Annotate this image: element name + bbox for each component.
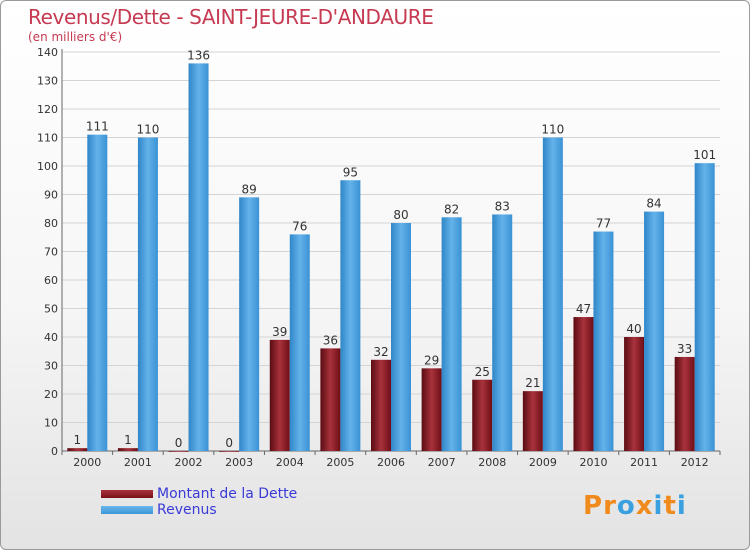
bar-dette [674,356,695,451]
bar-dette [67,448,88,451]
data-label-revenus: 82 [444,202,459,216]
data-label-revenus: 95 [343,165,358,179]
y-tick-label: 130 [37,75,58,88]
data-label-dette: 25 [475,365,490,379]
y-tick-label: 80 [44,217,58,230]
logo-letter: o [616,491,636,521]
data-label-revenus: 136 [187,48,210,62]
bar-revenus [137,137,158,451]
data-label-dette: 0 [225,436,233,450]
logo-letter: r [603,491,617,521]
y-tick-label: 10 [44,417,58,430]
bar-dette [472,379,493,451]
data-label-dette: 47 [576,302,591,316]
bar-revenus [87,134,108,451]
data-label-dette: 32 [373,345,388,359]
data-label-revenus: 89 [242,182,257,196]
legend-label-revenus: Revenus [157,502,217,518]
data-label-dette: 1 [124,433,132,447]
bar-revenus [492,214,513,451]
y-tick-label: 20 [44,388,58,401]
chart-title: Revenus/Dette - SAINT-JEURE-D'ANDAURE [28,5,434,29]
bar-revenus [289,234,310,451]
x-tick-label: 2010 [579,456,607,469]
y-tick-label: 30 [44,360,58,373]
bar-dette [421,368,442,451]
x-tick-label: 2000 [73,456,101,469]
data-label-dette: 21 [525,376,540,390]
data-label-revenus: 110 [541,123,564,137]
x-tick-label: 2007 [428,456,456,469]
legend-swatch-dette [101,490,153,498]
y-tick-label: 0 [51,445,58,458]
logo-letter: x [635,491,654,521]
y-tick-label: 140 [37,46,58,59]
bar-revenus [391,223,411,451]
legend-swatch-revenus [101,506,153,514]
bar-revenus [644,211,665,451]
bar-dette [573,317,594,451]
data-label-revenus: 76 [292,219,307,233]
y-tick-label: 90 [44,189,58,202]
x-tick-label: 2008 [478,456,506,469]
proxiti-logo: Proxiti [583,491,687,521]
bar-dette [371,359,391,451]
data-label-revenus: 83 [495,199,510,213]
x-tick-label: 2004 [276,456,304,469]
x-tick-label: 2009 [529,456,557,469]
bar-dette [269,339,290,451]
bar-revenus [441,217,462,451]
data-label-revenus: 84 [646,197,661,211]
bar-revenus [239,197,260,451]
bar-revenus [694,163,715,451]
bar-revenus [542,137,563,451]
y-tick-label: 100 [37,160,58,173]
bar-revenus [593,231,614,451]
logo-letter: i [676,491,687,521]
y-tick-label: 70 [44,246,58,259]
x-tick-label: 2005 [326,456,354,469]
data-label-revenus: 110 [136,123,159,137]
data-label-dette: 40 [626,322,641,336]
x-tick-label: 2006 [377,456,405,469]
chart-subtitle: (en milliers d'€) [28,30,123,44]
x-tick-label: 2002 [175,456,203,469]
x-tick-label: 2003 [225,456,253,469]
bar-dette [168,451,189,452]
data-label-dette: 33 [677,342,692,356]
data-label-revenus: 101 [693,148,716,162]
data-label-dette: 0 [175,436,183,450]
data-label-revenus: 77 [596,217,611,231]
bar-dette [219,451,240,452]
y-tick-label: 110 [37,132,58,145]
bar-dette [117,448,138,451]
bar-dette [624,337,645,451]
data-label-dette: 29 [424,353,439,367]
data-label-revenus: 111 [86,120,109,134]
bar-dette [320,348,341,451]
bar-revenus [340,180,361,451]
bar-dette [522,391,543,451]
data-label-dette: 1 [73,433,81,447]
data-label-dette: 36 [323,333,338,347]
data-label-dette: 39 [272,325,287,339]
y-tick-label: 60 [44,274,58,287]
logo-letter: P [583,491,604,521]
y-tick-label: 120 [37,103,58,116]
x-tick-label: 2011 [630,456,658,469]
data-label-revenus: 80 [393,208,408,222]
logo-letter: i [653,491,664,521]
y-tick-label: 40 [44,331,58,344]
legend-label-dette: Montant de la Dette [157,486,298,502]
x-tick-label: 2012 [681,456,709,469]
x-tick-label: 2001 [124,456,152,469]
y-tick-label: 50 [44,303,58,316]
logo-letter: t [663,491,677,521]
bar-revenus [188,63,209,452]
